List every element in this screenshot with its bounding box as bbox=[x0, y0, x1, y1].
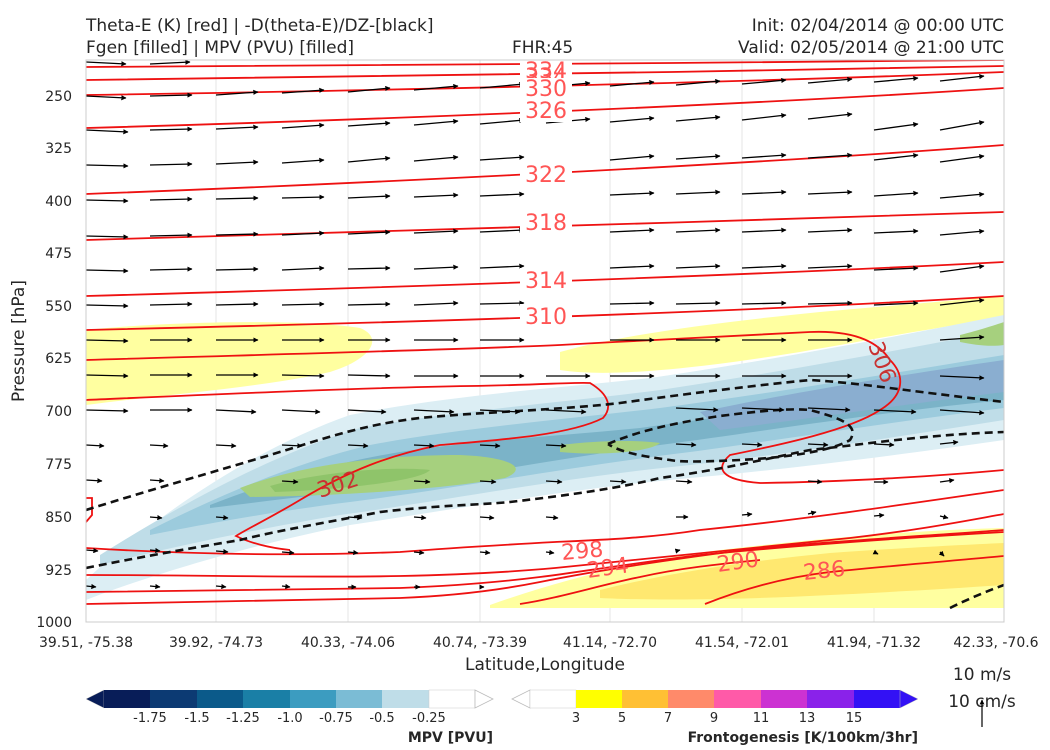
y-tick-475: 475 bbox=[45, 246, 72, 262]
mpv-colorbar-arrow-right bbox=[474, 689, 494, 709]
x-tick-3: 40.74, -73.39 bbox=[433, 635, 527, 651]
x-tick-0: 39.51, -75.38 bbox=[39, 635, 133, 651]
mpv-colorbar-title: MPV [PVU] bbox=[408, 730, 493, 746]
y-tick-700: 700 bbox=[45, 404, 72, 420]
y-tick-550: 550 bbox=[45, 299, 72, 315]
valid-time: Valid: 02/05/2014 @ 21:00 UTC bbox=[738, 38, 1004, 58]
y-tick-250: 250 bbox=[45, 89, 72, 105]
contour-label-286: 286 bbox=[802, 557, 846, 586]
fgen-tick-6: 15 bbox=[846, 711, 863, 726]
mpv-tick-4: -0.75 bbox=[319, 711, 353, 726]
y-axis: 250 325 400 475 550 625 700 775 850 925 … bbox=[9, 89, 72, 631]
fgen-tick-1: 5 bbox=[618, 711, 626, 726]
contour-label-298: 298 bbox=[560, 537, 604, 566]
x-tick-4: 41.14, -72.70 bbox=[563, 635, 657, 651]
plot-frame bbox=[85, 59, 1005, 623]
x-tick-2: 40.33, -74.06 bbox=[301, 635, 395, 651]
x-axis: 39.51, -75.38 39.92, -74.73 40.33, -74.0… bbox=[39, 635, 1039, 675]
y-tick-850: 850 bbox=[45, 510, 72, 526]
fgen-tick-0: 3 bbox=[572, 711, 580, 726]
vector-key: 10 m/s 10 cm/s bbox=[948, 665, 1016, 727]
mpv-tick-2: -1.25 bbox=[226, 711, 260, 726]
mpv-colorbar: -1.75 -1.5 -1.25 -1.0 -0.75 -0.5 -0.25 M… bbox=[85, 689, 494, 746]
x-tick-1: 39.92, -74.73 bbox=[169, 635, 263, 651]
chart-title-line1: Theta-E (K) [red] | -D(theta-E)/DZ-[blac… bbox=[85, 16, 434, 36]
x-tick-6: 41.94, -71.32 bbox=[827, 635, 921, 651]
fgen-tick-4: 11 bbox=[753, 711, 770, 726]
dthetae-dz-contours bbox=[86, 378, 1004, 610]
x-tick-5: 41.54, -72.01 bbox=[695, 635, 789, 651]
contour-label-330: 330 bbox=[525, 77, 567, 102]
y-tick-325: 325 bbox=[45, 141, 72, 157]
mpv-colorbar-arrow-left bbox=[85, 689, 105, 709]
fgen-colorbar-arrow-left bbox=[511, 689, 531, 709]
contour-label-326: 326 bbox=[525, 99, 567, 124]
contour-label-322: 322 bbox=[525, 163, 567, 188]
frontogenesis-colorbar: 3 5 7 9 11 13 15 Frontogenesis [K/100km/… bbox=[511, 689, 919, 746]
contour-label-294: 294 bbox=[585, 553, 630, 584]
mpv-fill bbox=[86, 315, 1004, 600]
vector-key-horizontal: 10 m/s bbox=[953, 665, 1011, 685]
fgen-colorbar-arrow-right bbox=[899, 689, 919, 709]
fgen-colorbar-title: Frontogenesis [K/100km/3hr] bbox=[688, 730, 918, 746]
init-time: Init: 02/04/2014 @ 00:00 UTC bbox=[752, 16, 1004, 36]
wind-vectors bbox=[86, 60, 985, 590]
contour-label-290: 290 bbox=[715, 547, 760, 578]
mpv-tick-3: -1.0 bbox=[277, 711, 302, 726]
contour-labels: 334 334 330 326 322 318 314 310 306 302 … bbox=[314, 60, 900, 586]
y-tick-925: 925 bbox=[45, 563, 72, 579]
contour-label-314: 314 bbox=[525, 269, 567, 294]
y-tick-400: 400 bbox=[45, 194, 72, 210]
forecast-hour: FHR:45 bbox=[512, 38, 573, 58]
frontogenesis-fill bbox=[86, 296, 1004, 608]
fgen-tick-3: 9 bbox=[710, 711, 718, 726]
chart-title-line2: Fgen [filled] | MPV (PVU) [filled] bbox=[86, 38, 354, 58]
mpv-tick-0: -1.75 bbox=[133, 711, 167, 726]
y-tick-625: 625 bbox=[45, 351, 72, 367]
mpv-tick-1: -1.5 bbox=[184, 711, 209, 726]
mpv-tick-5: -0.5 bbox=[369, 711, 394, 726]
contour-label-318: 318 bbox=[525, 211, 567, 236]
y-axis-label: Pressure [hPa] bbox=[9, 280, 29, 402]
x-axis-label: Latitude,Longitude bbox=[465, 655, 625, 675]
mpv-tick-6: -0.25 bbox=[412, 711, 446, 726]
fgen-tick-5: 13 bbox=[799, 711, 816, 726]
fgen-tick-2: 7 bbox=[664, 711, 672, 726]
x-tick-7: 42.33, -70.6 bbox=[953, 635, 1038, 651]
y-tick-1000: 1000 bbox=[36, 615, 72, 631]
y-tick-775: 775 bbox=[45, 457, 72, 473]
contour-label-310: 310 bbox=[525, 305, 567, 330]
